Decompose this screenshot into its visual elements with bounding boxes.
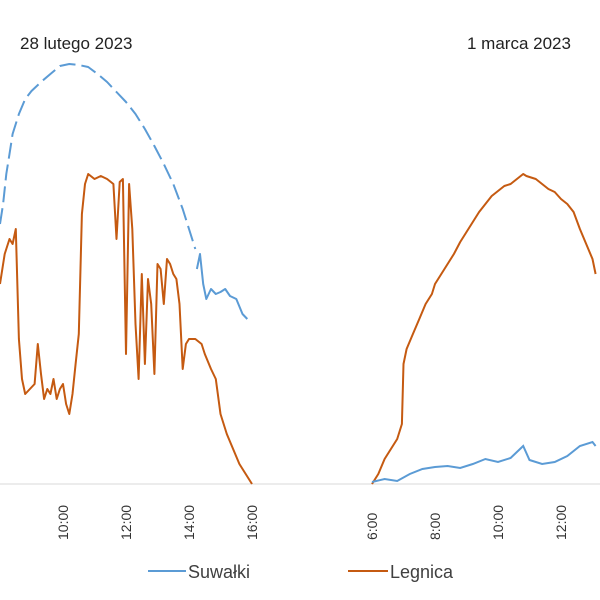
date-label-mar-1: 1 marca 2023 bbox=[467, 34, 571, 53]
x-tick-label: 10:00 bbox=[55, 505, 71, 540]
x-tick-label: 16:00 bbox=[244, 505, 260, 540]
series-line-suwalki-mar bbox=[371, 440, 597, 483]
series-line-legnica-0 bbox=[0, 173, 253, 485]
x-tick-labels: 10:00 12:00 14:00 16:00 6:00 8:00 10:00 12:00 bbox=[55, 505, 569, 540]
date-label-feb-28: 28 lutego 2023 bbox=[20, 34, 133, 53]
x-tick-label: 8:00 bbox=[427, 513, 443, 540]
x-tick-label: 6:00 bbox=[364, 513, 380, 540]
x-tick-label: 12:00 bbox=[553, 505, 569, 540]
x-tick-label: 14:00 bbox=[181, 505, 197, 540]
series-line-legnica-1 bbox=[371, 173, 597, 485]
legend: Suwałki Legnica bbox=[148, 562, 454, 582]
legend-label-legnica: Legnica bbox=[390, 562, 454, 582]
x-tick-label: 12:00 bbox=[118, 505, 134, 540]
series-line-suwalki-0 bbox=[0, 63, 197, 250]
series-layer bbox=[0, 63, 597, 485]
legend-label-suwalki: Suwałki bbox=[188, 562, 250, 582]
x-tick-label: 10:00 bbox=[490, 505, 506, 540]
series-line-suwalki-1 bbox=[195, 253, 249, 320]
